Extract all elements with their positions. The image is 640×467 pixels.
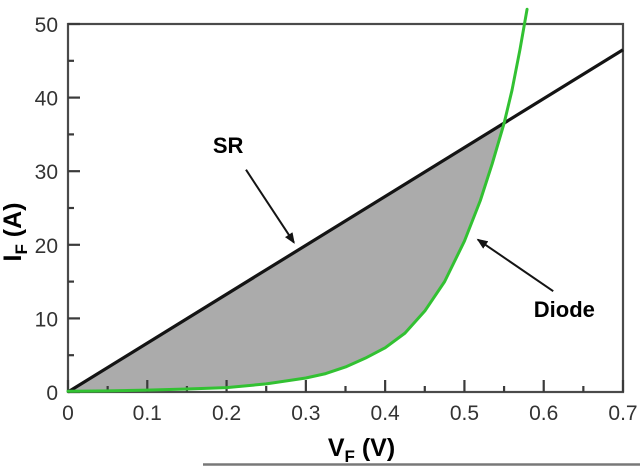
x-tick-label: 0.4	[371, 402, 401, 425]
y-tick-label: 20	[35, 235, 58, 258]
y-tick-label: 30	[35, 161, 58, 184]
axis-titles: VF (V) IF (A)	[0, 203, 395, 467]
diode-label: Diode	[534, 297, 595, 322]
annotation-sr: SR	[213, 133, 295, 244]
x-tick-label: 0.5	[450, 402, 479, 425]
y-tick-label: 10	[35, 308, 58, 331]
x-tick-label: 0.3	[291, 402, 320, 425]
y-axis-title: IF (A)	[0, 203, 31, 262]
annotation-diode: Diode	[476, 238, 595, 322]
x-axis-title: VF (V)	[328, 434, 395, 466]
diode-arrow	[476, 238, 554, 292]
data-series	[66, 7, 624, 394]
x-tick-label: 0.6	[529, 402, 558, 425]
diode-curve	[66, 7, 529, 393]
x-tick-label: 0	[62, 402, 74, 425]
axis-tick-labels: 0 0.1 0.2 0.3 0.4 0.5 0.6 0.7 0 10 20 30 40 50	[35, 14, 638, 425]
x-tick-label: 0.1	[133, 402, 162, 425]
sr-label: SR	[213, 133, 244, 158]
y-tick-label: 50	[35, 14, 58, 37]
x-tick-label: 0.2	[212, 402, 241, 425]
x-tick-label: 0.7	[608, 402, 637, 425]
y-tick-label: 0	[46, 382, 58, 405]
curve-annotations: SR Diode	[213, 133, 595, 322]
sr-line	[67, 48, 624, 394]
y-tick-label: 40	[35, 88, 58, 111]
sr-arrow	[245, 169, 295, 244]
axis-ticks	[66, 22, 625, 394]
